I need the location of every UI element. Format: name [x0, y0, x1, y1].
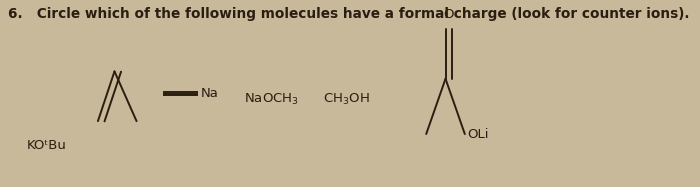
- Text: O: O: [444, 8, 454, 21]
- Text: CH$_3$OH: CH$_3$OH: [323, 91, 370, 107]
- Text: Na: Na: [201, 87, 218, 100]
- Text: NaOCH$_3$: NaOCH$_3$: [244, 91, 299, 107]
- Text: OLi: OLi: [468, 128, 489, 140]
- Text: 6.   Circle which of the following molecules have a formal charge (look for coun: 6. Circle which of the following molecul…: [8, 7, 690, 21]
- Text: KOᵗBu: KOᵗBu: [27, 139, 66, 152]
